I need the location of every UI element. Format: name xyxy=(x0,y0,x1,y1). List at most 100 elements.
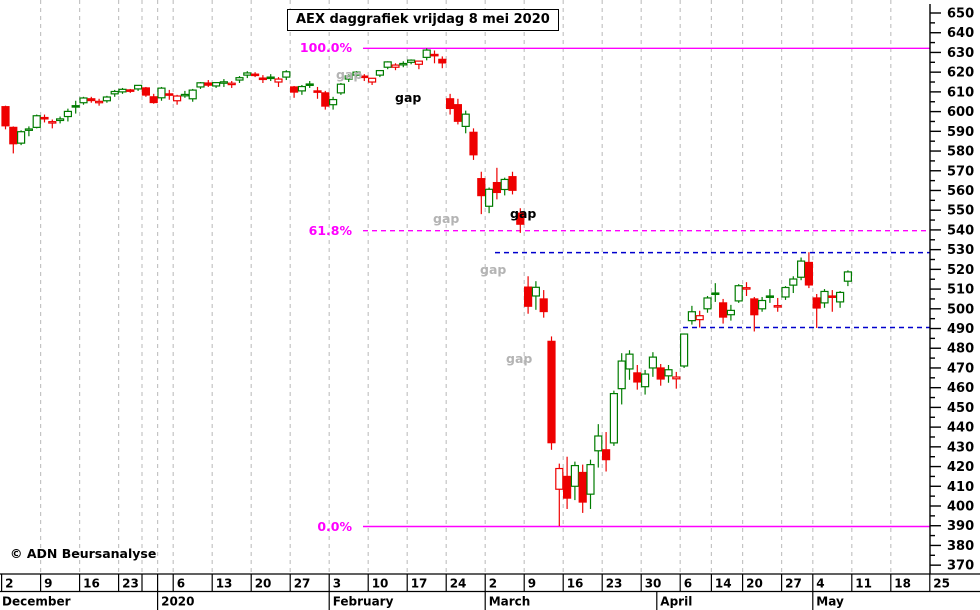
y-tick-label: 610 xyxy=(947,85,974,100)
candle xyxy=(773,297,782,312)
candle xyxy=(687,305,697,325)
candle xyxy=(266,74,275,82)
candle xyxy=(609,390,619,446)
candle xyxy=(469,128,478,160)
candle xyxy=(672,371,681,389)
candle xyxy=(531,281,541,310)
y-tick-label: 370 xyxy=(947,559,974,574)
week-tick-label: 18 xyxy=(894,577,911,591)
candle xyxy=(711,283,720,302)
candle xyxy=(640,369,650,395)
candle xyxy=(313,86,322,99)
candle xyxy=(258,75,267,84)
candle xyxy=(336,83,345,95)
candle xyxy=(321,90,330,110)
y-tick-label: 450 xyxy=(947,401,974,416)
week-tick-label: 3 xyxy=(333,577,341,591)
candle xyxy=(79,96,88,105)
candle xyxy=(765,289,775,303)
candle xyxy=(40,114,49,123)
candle xyxy=(656,364,665,386)
gap-label-open: gap xyxy=(395,90,422,105)
candle xyxy=(485,187,494,214)
week-tick-label: 4 xyxy=(816,577,824,591)
week-tick-label: 6 xyxy=(177,577,185,591)
candle xyxy=(430,50,439,64)
y-tick-label: 490 xyxy=(947,322,974,337)
chart-title-box: AEX daggrafiek vrijdag 8 mei 2020 xyxy=(287,9,559,31)
candle xyxy=(212,82,221,88)
month-label: April xyxy=(660,595,692,609)
candle xyxy=(94,98,104,106)
candle xyxy=(820,289,829,308)
candle xyxy=(48,119,57,129)
y-tick-label: 570 xyxy=(947,164,974,179)
candle xyxy=(695,310,704,328)
candle xyxy=(118,87,127,94)
candle xyxy=(648,352,658,377)
y-tick-label: 480 xyxy=(947,342,974,357)
y-tick-label: 540 xyxy=(947,223,974,238)
week-tick-label: 30 xyxy=(645,577,662,591)
candle xyxy=(578,464,587,513)
candle xyxy=(664,365,673,383)
month-label: May xyxy=(816,595,844,609)
candle xyxy=(149,93,158,104)
week-tick-label: 16 xyxy=(567,577,584,591)
month-label: February xyxy=(333,595,394,609)
candle xyxy=(703,295,712,313)
fibonacci-lines xyxy=(363,47,930,528)
candle xyxy=(157,86,166,101)
candle xyxy=(414,60,423,70)
candle xyxy=(126,88,135,93)
fib-label-100.0%: 100.0% xyxy=(299,40,352,56)
candle xyxy=(726,304,736,321)
candle xyxy=(422,48,431,61)
candle xyxy=(679,333,689,368)
candles xyxy=(1,48,853,527)
week-tick-label: 10 xyxy=(372,577,389,591)
week-tick-label: 6 xyxy=(684,577,692,591)
candle xyxy=(180,90,189,98)
candle xyxy=(305,81,314,88)
candle xyxy=(407,59,416,65)
candle xyxy=(9,126,18,154)
candle xyxy=(500,177,509,196)
candle xyxy=(516,208,525,233)
y-tick-label: 620 xyxy=(947,66,974,81)
candle xyxy=(804,252,814,289)
fib-label-61.8%: 61.8% xyxy=(308,222,352,238)
candle xyxy=(555,463,564,527)
candle xyxy=(352,71,361,79)
week-tick-label: 27 xyxy=(294,577,311,591)
candle xyxy=(828,290,837,312)
gap-label-filled: gap xyxy=(506,351,533,366)
candle xyxy=(196,82,205,89)
y-tick-label: 590 xyxy=(947,125,974,140)
fib-label-0.0%: 0.0% xyxy=(317,518,352,534)
candle xyxy=(329,96,338,110)
y-tick-label: 600 xyxy=(947,105,974,120)
candle xyxy=(227,81,236,88)
week-tick-label: 9 xyxy=(528,577,536,591)
month-label: December xyxy=(2,595,71,609)
week-tick-label: 27 xyxy=(785,577,802,591)
candle xyxy=(204,80,213,87)
candle xyxy=(71,100,80,114)
candle xyxy=(438,56,447,69)
candle xyxy=(835,291,845,308)
y-tick-label: 390 xyxy=(947,519,974,534)
weekly-gridlines xyxy=(39,0,892,574)
candle xyxy=(781,286,790,300)
chart-title: AEX daggrafiek vrijdag 8 mei 2020 xyxy=(296,12,550,27)
candle xyxy=(570,461,580,501)
candle xyxy=(812,294,821,328)
candle xyxy=(757,296,767,312)
month-label: 2020 xyxy=(161,595,194,609)
candle xyxy=(477,171,486,215)
candle xyxy=(360,74,369,82)
candle xyxy=(375,69,384,78)
candle xyxy=(453,98,462,125)
gap-label-filled: gap xyxy=(480,262,507,277)
